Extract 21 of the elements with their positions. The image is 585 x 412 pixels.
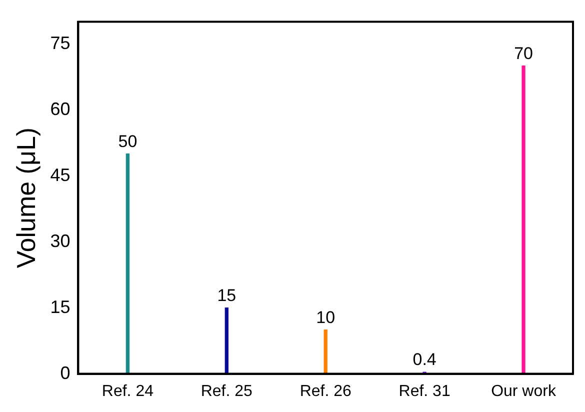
y-tick-label: 0 xyxy=(60,362,70,383)
x-tick-label: Our work xyxy=(491,382,557,400)
y-tick-label: 30 xyxy=(50,230,70,251)
y-tick-label: 15 xyxy=(50,296,70,317)
bar xyxy=(224,307,228,374)
x-tick-label: Ref. 26 xyxy=(300,382,352,400)
y-axis-title: Volume (μL) xyxy=(10,127,41,268)
data-label: 10 xyxy=(316,308,336,327)
data-label: 15 xyxy=(217,286,236,305)
x-tick-label: Ref. 31 xyxy=(398,382,450,400)
y-tick-label: 75 xyxy=(50,32,70,53)
y-tick-label: 45 xyxy=(50,164,70,185)
x-tick-label: Ref. 25 xyxy=(200,382,253,400)
y-tick-label: 60 xyxy=(50,98,70,119)
bar xyxy=(126,153,130,374)
data-label: 50 xyxy=(118,132,138,151)
data-label: 70 xyxy=(514,44,533,63)
bar xyxy=(324,329,328,374)
x-tick-label: Ref. 24 xyxy=(102,382,154,400)
bar xyxy=(522,65,526,374)
data-label: 0.4 xyxy=(412,350,436,370)
